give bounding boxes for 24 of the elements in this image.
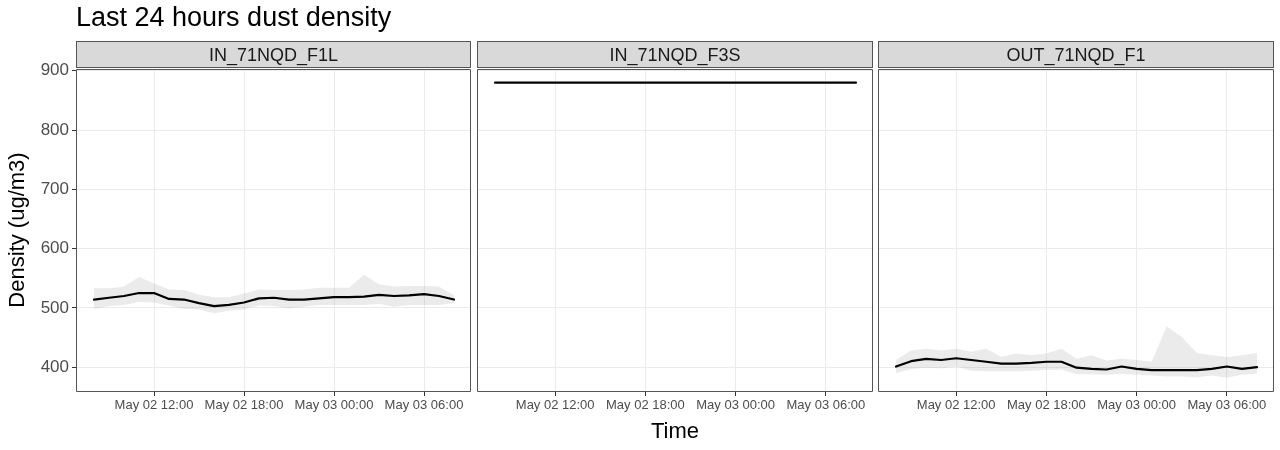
y-axis-title: Density (ug/m3)	[3, 152, 30, 308]
x-tick-label: May 03 06:00	[786, 397, 866, 413]
x-tick-label: May 03 00:00	[1097, 397, 1177, 413]
y-tick-label: 900	[40, 60, 69, 80]
y-tick-label: 800	[40, 119, 69, 139]
x-tick-label: May 02 12:00	[114, 397, 194, 413]
chart-subtitle: OUT_71NQD_F1	[878, 41, 1274, 68]
x-tick-label: May 03 00:00	[696, 397, 776, 413]
x-tick-label: May 03 06:00	[384, 397, 464, 413]
x-tick-label: May 02 18:00	[1007, 397, 1086, 413]
x-tick-label: May 02 18:00	[204, 397, 284, 413]
x-tick-label: May 02 12:00	[916, 397, 996, 413]
x-tick-label: May 03 00:00	[294, 397, 374, 413]
y-tick-label: 600	[40, 238, 69, 258]
x-axis-title: Time	[651, 418, 700, 444]
chart-title: Last 24 hours dust density	[76, 2, 392, 33]
y-tick-label: 500	[40, 297, 69, 317]
x-tick-label: May 03 06:00	[1187, 397, 1267, 413]
chart-subtitle: IN_71NQD_F3S	[477, 41, 873, 68]
x-tick-label: May 02 18:00	[606, 397, 685, 413]
y-tick-label: 400	[40, 356, 69, 376]
x-tick-label: May 02 12:00	[515, 397, 595, 413]
y-tick-label: 700	[40, 179, 69, 198]
chart-subtitle: IN_71NQD_F1L	[76, 41, 471, 68]
